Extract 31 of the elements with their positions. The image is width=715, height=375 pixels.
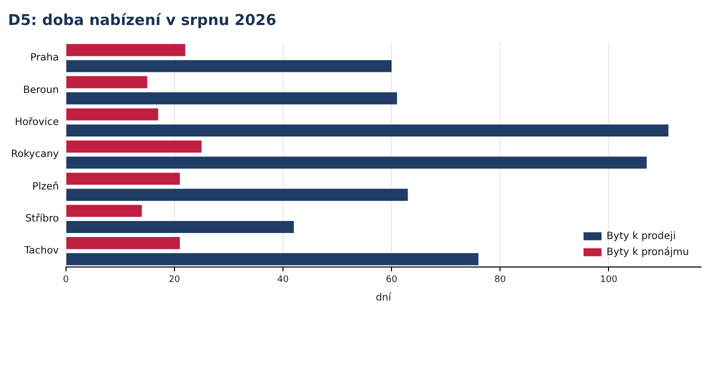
bar xyxy=(66,92,397,104)
x-tick-label: 20 xyxy=(168,274,180,285)
x-tick-label: 60 xyxy=(386,274,398,285)
y-tick-label: Plzeň xyxy=(32,181,59,192)
bar xyxy=(66,188,408,201)
bar xyxy=(66,124,668,137)
y-tick-label: Stříbro xyxy=(25,214,59,225)
bar xyxy=(66,140,202,153)
legend-label: Byty k prodeji xyxy=(606,230,676,242)
y-tick-label: Tachov xyxy=(23,246,59,257)
x-tick-label: 40 xyxy=(277,274,289,285)
bar xyxy=(66,76,148,88)
bar xyxy=(66,172,180,185)
bar xyxy=(66,237,180,250)
bar xyxy=(66,253,478,266)
y-tick-label: Rokycany xyxy=(10,149,59,160)
bar xyxy=(66,44,186,56)
y-tick-label: Beroun xyxy=(23,84,59,96)
bar xyxy=(66,60,392,72)
bar xyxy=(66,204,142,217)
bar xyxy=(66,108,158,120)
bar xyxy=(66,220,294,234)
x-axis-title: dní xyxy=(376,292,392,304)
x-tick-label: 0 xyxy=(62,274,69,285)
bar xyxy=(66,156,647,169)
legend-label: Byty k pronájmu xyxy=(606,246,690,258)
x-tick-label: 80 xyxy=(494,274,506,285)
y-tick-label: Praha xyxy=(30,52,59,64)
y-tick-label: Hořovice xyxy=(14,117,59,128)
x-tick-label: 100 xyxy=(600,274,618,285)
chart-title: D5: doba nabízení v srpnu 2026 xyxy=(8,10,276,29)
